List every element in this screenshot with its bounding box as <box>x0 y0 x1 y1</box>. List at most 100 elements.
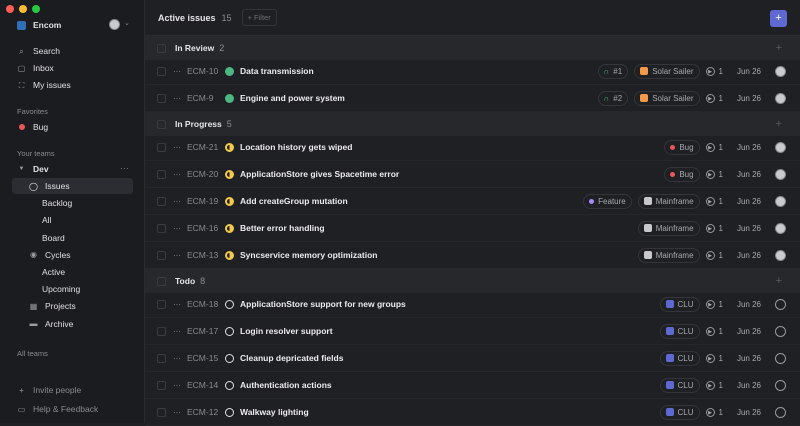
issue-row[interactable]: ··· ECM-18 ApplicationStore support for ne… <box>145 291 800 318</box>
issue-row[interactable]: ··· ECM-16 Better error handling Mainframe ▶… <box>145 215 800 242</box>
sidebar-item-active[interactable]: Active <box>42 267 66 277</box>
issue-checkbox[interactable] <box>157 223 166 233</box>
pull-request-chip[interactable]: ∩ #2 <box>597 90 629 106</box>
assignee-avatar[interactable] <box>775 379 786 391</box>
add-issue-icon[interactable]: + <box>775 275 782 287</box>
issue-checkbox[interactable] <box>157 380 166 390</box>
issue-checkbox[interactable] <box>157 66 166 76</box>
assignee-avatar[interactable] <box>775 325 786 337</box>
cycle-indicator[interactable]: ▶ 1 <box>705 196 723 206</box>
assignee-avatar[interactable] <box>775 406 786 418</box>
assignee-avatar[interactable] <box>775 195 786 207</box>
sidebar-item-board[interactable]: Board <box>42 232 65 243</box>
status-icon[interactable] <box>225 407 234 417</box>
project-chip[interactable]: Mainframe <box>637 193 700 209</box>
issue-row[interactable]: ··· ECM-14 Authentication actions CLU ▶ 1 Jun … <box>145 372 800 399</box>
issue-row[interactable]: ··· ECM-9 Engine and power system ∩ #2 Solar … <box>145 85 800 112</box>
group-checkbox[interactable] <box>157 43 166 53</box>
cycle-indicator[interactable]: ▶ 1 <box>705 380 723 390</box>
group-checkbox[interactable] <box>157 119 166 129</box>
sidebar-item-cycles[interactable]: ◉ Cycles <box>30 249 71 260</box>
issue-checkbox[interactable] <box>157 407 166 417</box>
issue-checkbox[interactable] <box>157 93 166 103</box>
cycle-indicator[interactable]: ▶ 1 <box>705 93 723 103</box>
chevron-down-icon[interactable]: ⌄ <box>124 20 130 27</box>
cycle-indicator[interactable]: ▶ 1 <box>705 169 723 179</box>
status-icon[interactable] <box>225 196 234 206</box>
project-chip[interactable]: Mainframe <box>637 220 700 236</box>
cycle-indicator[interactable]: ▶ 1 <box>705 299 723 309</box>
issue-row[interactable]: ··· ECM-21 Location history gets wiped Bug ▶… <box>145 134 800 161</box>
cycle-indicator[interactable]: ▶ 1 <box>705 250 723 260</box>
issue-row[interactable]: ··· ECM-17 Login resolver support CLU ▶ 1 Jun … <box>145 318 800 345</box>
group-header-in-progress[interactable]: In Progress 5 + <box>145 112 800 136</box>
assignee-avatar[interactable] <box>775 92 786 104</box>
issue-row[interactable]: ··· ECM-12 Walkway lighting CLU ▶ 1 Jun 26 <box>145 399 800 426</box>
project-chip[interactable]: Solar Sailer <box>634 90 700 106</box>
label-chip[interactable]: Bug <box>664 139 700 155</box>
assignee-avatar[interactable] <box>775 352 786 364</box>
invite-people-button[interactable]: + Invite people <box>17 382 81 398</box>
status-icon[interactable] <box>225 169 234 179</box>
status-icon[interactable] <box>225 380 234 390</box>
status-icon[interactable] <box>225 142 234 152</box>
assignee-avatar[interactable] <box>775 168 786 180</box>
priority-icon[interactable]: ··· <box>173 326 181 336</box>
priority-icon[interactable]: ··· <box>173 142 181 152</box>
assignee-avatar[interactable] <box>775 65 786 77</box>
issue-checkbox[interactable] <box>157 299 166 309</box>
sidebar-item-upcoming[interactable]: Upcoming <box>42 284 81 295</box>
project-chip[interactable]: CLU <box>659 350 700 366</box>
label-chip[interactable]: Feature <box>583 193 632 209</box>
minimize-window-button[interactable] <box>19 5 27 13</box>
issue-checkbox[interactable] <box>157 326 166 336</box>
assignee-avatar[interactable] <box>775 141 786 153</box>
issue-checkbox[interactable] <box>157 142 166 152</box>
sidebar-item-all[interactable]: All <box>42 215 52 226</box>
priority-icon[interactable]: ··· <box>173 353 181 363</box>
issue-checkbox[interactable] <box>157 169 166 179</box>
help-feedback-button[interactable]: ▭ Help & Feedback <box>17 404 99 414</box>
issue-row[interactable]: ··· ECM-13 Syncservice memory optimization… <box>145 242 800 269</box>
issue-checkbox[interactable] <box>157 250 166 260</box>
sidebar-item-search[interactable]: ⌕ Search <box>17 43 60 59</box>
status-icon[interactable] <box>225 93 234 103</box>
project-chip[interactable]: CLU <box>659 323 700 339</box>
pull-request-chip[interactable]: ∩ #1 <box>597 63 629 79</box>
filter-button[interactable]: + Filter <box>241 9 277 26</box>
issue-row[interactable]: ··· ECM-19 Add createGroup mutation Feature… <box>145 188 800 215</box>
priority-icon[interactable]: ··· <box>173 66 181 76</box>
sidebar-item-backlog[interactable]: Backlog <box>42 198 73 209</box>
status-icon[interactable] <box>225 66 234 76</box>
sidebar-item-archive[interactable]: ▬ Archive <box>29 318 74 329</box>
team-more-icon[interactable]: ··· <box>120 163 129 173</box>
priority-icon[interactable]: ··· <box>173 407 181 417</box>
label-chip[interactable]: Bug <box>664 166 700 182</box>
status-icon[interactable] <box>225 250 234 260</box>
issue-checkbox[interactable] <box>157 353 166 363</box>
assignee-avatar[interactable] <box>775 222 786 234</box>
priority-icon[interactable]: ··· <box>173 250 181 260</box>
cycle-indicator[interactable]: ▶ 1 <box>705 407 723 417</box>
group-header-in-review[interactable]: In Review 2 + <box>145 36 800 60</box>
issue-checkbox[interactable] <box>157 196 166 206</box>
priority-icon[interactable]: ··· <box>173 299 181 309</box>
cycle-indicator[interactable]: ▶ 1 <box>705 66 723 76</box>
sidebar-item-bug[interactable]: Bug <box>17 119 48 135</box>
sidebar-item-inbox[interactable]: ▢ Inbox <box>17 63 54 73</box>
status-icon[interactable] <box>225 299 234 309</box>
cycle-indicator[interactable]: ▶ 1 <box>705 223 723 233</box>
issue-row[interactable]: ··· ECM-10 Data transmission ∩ #1 Solar Saile… <box>145 58 800 85</box>
new-issue-button[interactable]: + <box>770 10 787 27</box>
priority-icon[interactable]: ··· <box>173 169 181 179</box>
group-header-todo[interactable]: Todo 8 + <box>145 269 800 293</box>
add-issue-icon[interactable]: + <box>775 118 782 130</box>
team-dev[interactable]: ▼ Dev <box>18 164 49 174</box>
project-chip[interactable]: CLU <box>659 404 700 420</box>
status-icon[interactable] <box>225 223 234 233</box>
group-checkbox[interactable] <box>157 276 166 286</box>
cycle-indicator[interactable]: ▶ 1 <box>705 353 723 363</box>
close-window-button[interactable] <box>6 5 14 13</box>
priority-icon[interactable]: ··· <box>173 223 181 233</box>
priority-icon[interactable]: ··· <box>173 380 181 390</box>
